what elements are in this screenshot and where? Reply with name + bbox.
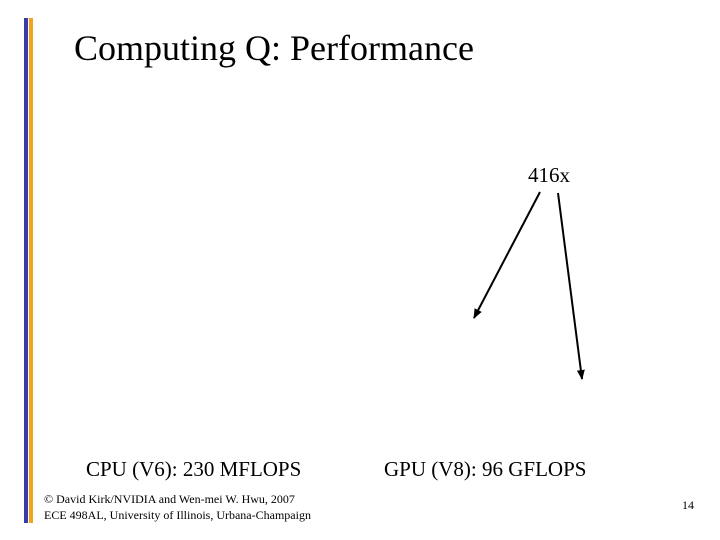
gpu-performance-label: GPU (V8): 96 GFLOPS [384, 457, 587, 481]
footer: © David Kirk/NVIDIA and Wen-mei W. Hwu, … [44, 491, 311, 523]
arrow-to-gpu [557, 192, 585, 380]
cpu-performance-label: CPU (V6): 230 MFLOPS [86, 457, 302, 481]
page-number: 14 [682, 498, 694, 512]
footer-copyright: © David Kirk/NVIDIA and Wen-mei W. Hwu, … [44, 492, 295, 506]
accent-bar-orange [29, 18, 33, 523]
accent-bar-blue [24, 18, 28, 523]
speedup-label: 416x [528, 163, 570, 187]
arrow-to-cpu [473, 191, 541, 319]
footer-course: ECE 498AL, University of Illinois, Urban… [44, 508, 311, 522]
slide-title: Computing Q: Performance [74, 28, 474, 68]
